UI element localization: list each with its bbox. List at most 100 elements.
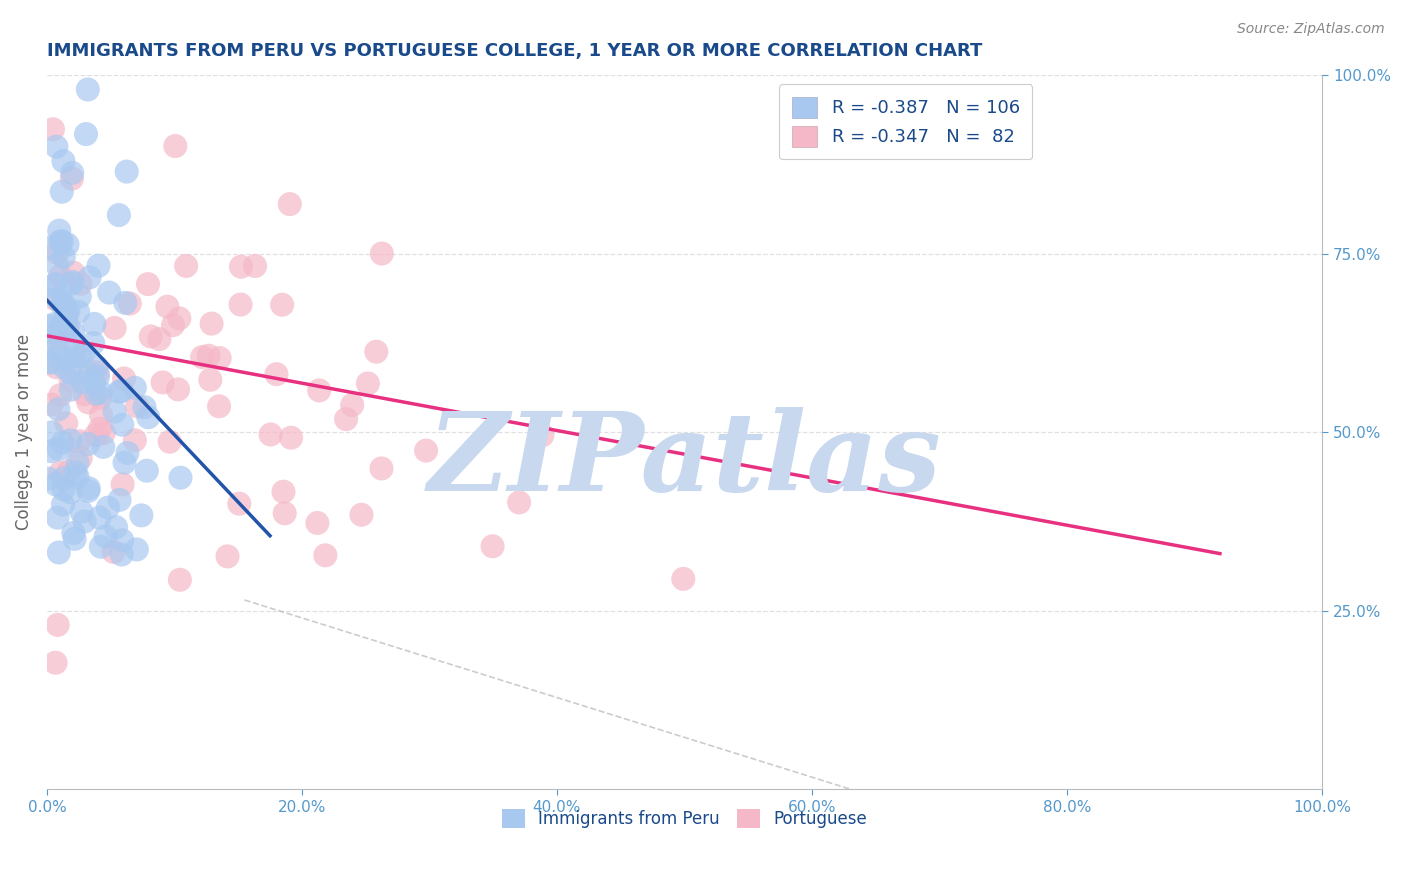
Point [59,383,82,397]
Text: ZIPatlas: ZIPatlas [427,407,942,515]
Point [111,477,134,491]
Point [93,425,115,440]
Point [63,349,86,363]
Point [53,325,76,339]
Point [66,456,89,470]
Point [156,300,179,314]
Point [37,471,59,485]
Point [53,352,76,367]
Point [41,326,63,341]
Point [124,381,146,395]
Point [60,277,83,291]
Point [104,404,127,418]
Point [56,237,79,252]
Point [48,224,70,238]
Point [42,317,65,331]
Point [44,277,66,292]
Point [271,298,294,312]
Point [97,500,120,515]
Point [72,375,94,389]
Point [415,443,437,458]
Point [76,82,98,96]
Point [77,481,100,495]
Point [117,446,139,460]
Point [52,482,75,496]
Point [139,329,162,343]
Point [63,532,86,546]
Point [152,376,174,390]
Point [55,416,77,430]
Point [134,400,156,414]
Point [86,359,108,374]
Point [45,139,67,153]
Point [108,384,131,399]
Point [98,285,121,300]
Point [46,618,69,632]
Point [51,318,73,332]
Point [51,298,73,312]
Point [59,366,82,380]
Point [357,376,380,391]
Point [350,508,373,522]
Point [87,259,110,273]
Point [169,311,191,326]
Point [89,391,111,405]
Point [42,122,65,136]
Point [48,442,70,457]
Point [49,466,72,480]
Point [124,434,146,448]
Point [90,385,112,400]
Point [111,548,134,562]
Point [60,166,83,180]
Point [52,154,75,169]
Point [243,259,266,273]
Legend: Immigrants from Peru, Portuguese: Immigrants from Peru, Portuguese [495,802,873,834]
Point [131,508,153,523]
Point [49,235,72,249]
Point [59,374,82,388]
Point [38,355,60,369]
Y-axis label: College, 1 year or more: College, 1 year or more [15,334,32,530]
Point [53,361,76,376]
Point [53,298,76,312]
Point [51,235,73,249]
Point [62,266,84,280]
Point [110,384,132,398]
Point [59,485,82,500]
Point [104,321,127,335]
Point [208,351,231,365]
Point [115,164,138,178]
Point [55,306,77,320]
Point [41,425,63,440]
Point [200,373,222,387]
Point [191,350,214,364]
Point [314,549,336,563]
Point [114,296,136,310]
Point [371,246,394,260]
Point [111,417,134,432]
Point [45,656,67,670]
Point [42,278,65,293]
Point [335,412,357,426]
Point [90,540,112,554]
Point [229,260,252,274]
Point [159,434,181,449]
Point [55,305,77,319]
Point [69,450,91,465]
Point [69,289,91,303]
Point [52,498,75,512]
Point [58,304,80,318]
Point [108,492,131,507]
Point [366,344,388,359]
Point [59,434,82,448]
Point [70,505,93,519]
Point [105,520,128,534]
Point [148,332,170,346]
Point [67,305,90,319]
Point [307,516,329,530]
Point [66,470,89,484]
Point [69,277,91,291]
Point [84,428,107,442]
Point [169,471,191,485]
Point [111,533,134,548]
